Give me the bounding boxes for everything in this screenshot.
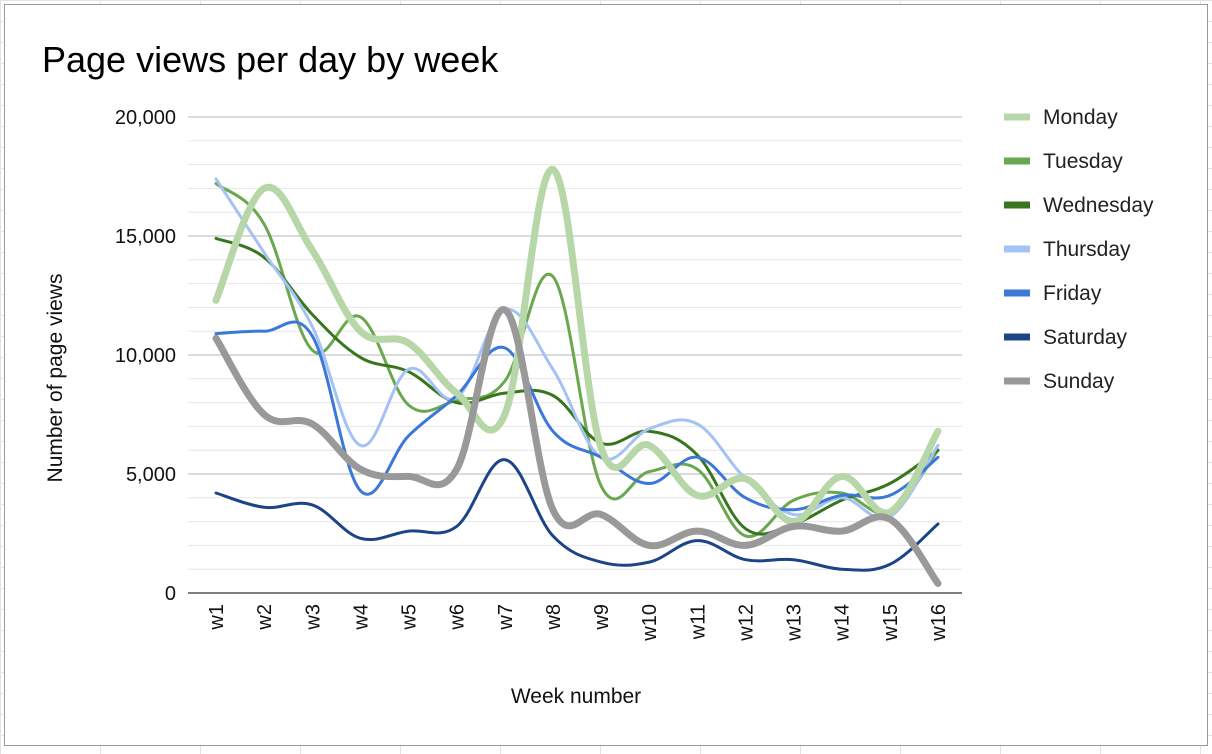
legend[interactable]: Monday Tuesday Wednesday Thursday Friday Satu…: [1004, 106, 1154, 393]
series-line-sunday[interactable]: [212, 306, 942, 587]
x-tick-label: w6: [447, 604, 469, 631]
x-tick-label: w14: [832, 604, 854, 642]
chart-card[interactable]: [4, 4, 1208, 746]
x-tick-label: w11: [687, 604, 709, 640]
y-tick-label: 15,000: [115, 226, 176, 248]
legend-label-thursday[interactable]: Thursday: [1043, 238, 1131, 261]
y-axis-label: Number of page views: [44, 274, 67, 483]
legend-label-monday[interactable]: Monday: [1043, 106, 1118, 129]
x-tick-label: w1: [206, 604, 228, 631]
chart-title: Page views per day by week: [42, 39, 499, 80]
series-lines: [212, 165, 942, 587]
series-line-tuesday[interactable]: [214, 182, 940, 538]
x-tick-label: w5: [399, 604, 421, 631]
x-tick-label: w16: [928, 604, 950, 642]
x-axis-ticks: w1 w2 w3 w4 w5 w6 w7 w8 w9 w10 w11 w12 w13 w14 w15 w16: [206, 604, 950, 642]
x-tick-label: w9: [591, 604, 613, 631]
y-tick-label: 5,000: [126, 464, 176, 486]
x-tick-label: w4: [350, 604, 372, 631]
series-line-monday[interactable]: [212, 165, 942, 526]
legend-label-sunday[interactable]: Sunday: [1043, 370, 1115, 393]
legend-label-friday[interactable]: Friday: [1043, 282, 1102, 305]
legend-label-saturday[interactable]: Saturday: [1043, 326, 1128, 349]
series-line-friday[interactable]: [214, 320, 940, 512]
x-tick-label: w10: [639, 604, 661, 642]
y-axis-ticks: 0 5,000 10,000 15,000 20,000: [115, 107, 176, 605]
legend-label-tuesday[interactable]: Tuesday: [1043, 150, 1123, 173]
x-tick-label: w13: [784, 604, 806, 642]
y-tick-label: 20,000: [115, 107, 176, 129]
x-tick-label: w3: [302, 604, 324, 631]
x-tick-label: w2: [254, 604, 276, 631]
series-line-saturday[interactable]: [214, 458, 940, 572]
x-tick-label: w12: [735, 604, 757, 642]
x-tick-label: w15: [880, 604, 902, 642]
x-axis-label: Week number: [511, 685, 641, 708]
x-tick-label: w8: [543, 604, 565, 631]
x-tick-label: w7: [495, 604, 517, 631]
legend-label-wednesday[interactable]: Wednesday: [1043, 194, 1154, 217]
y-tick-label: 0: [165, 583, 176, 605]
series-line-thursday[interactable]: [214, 177, 940, 521]
y-tick-label: 10,000: [115, 345, 176, 367]
